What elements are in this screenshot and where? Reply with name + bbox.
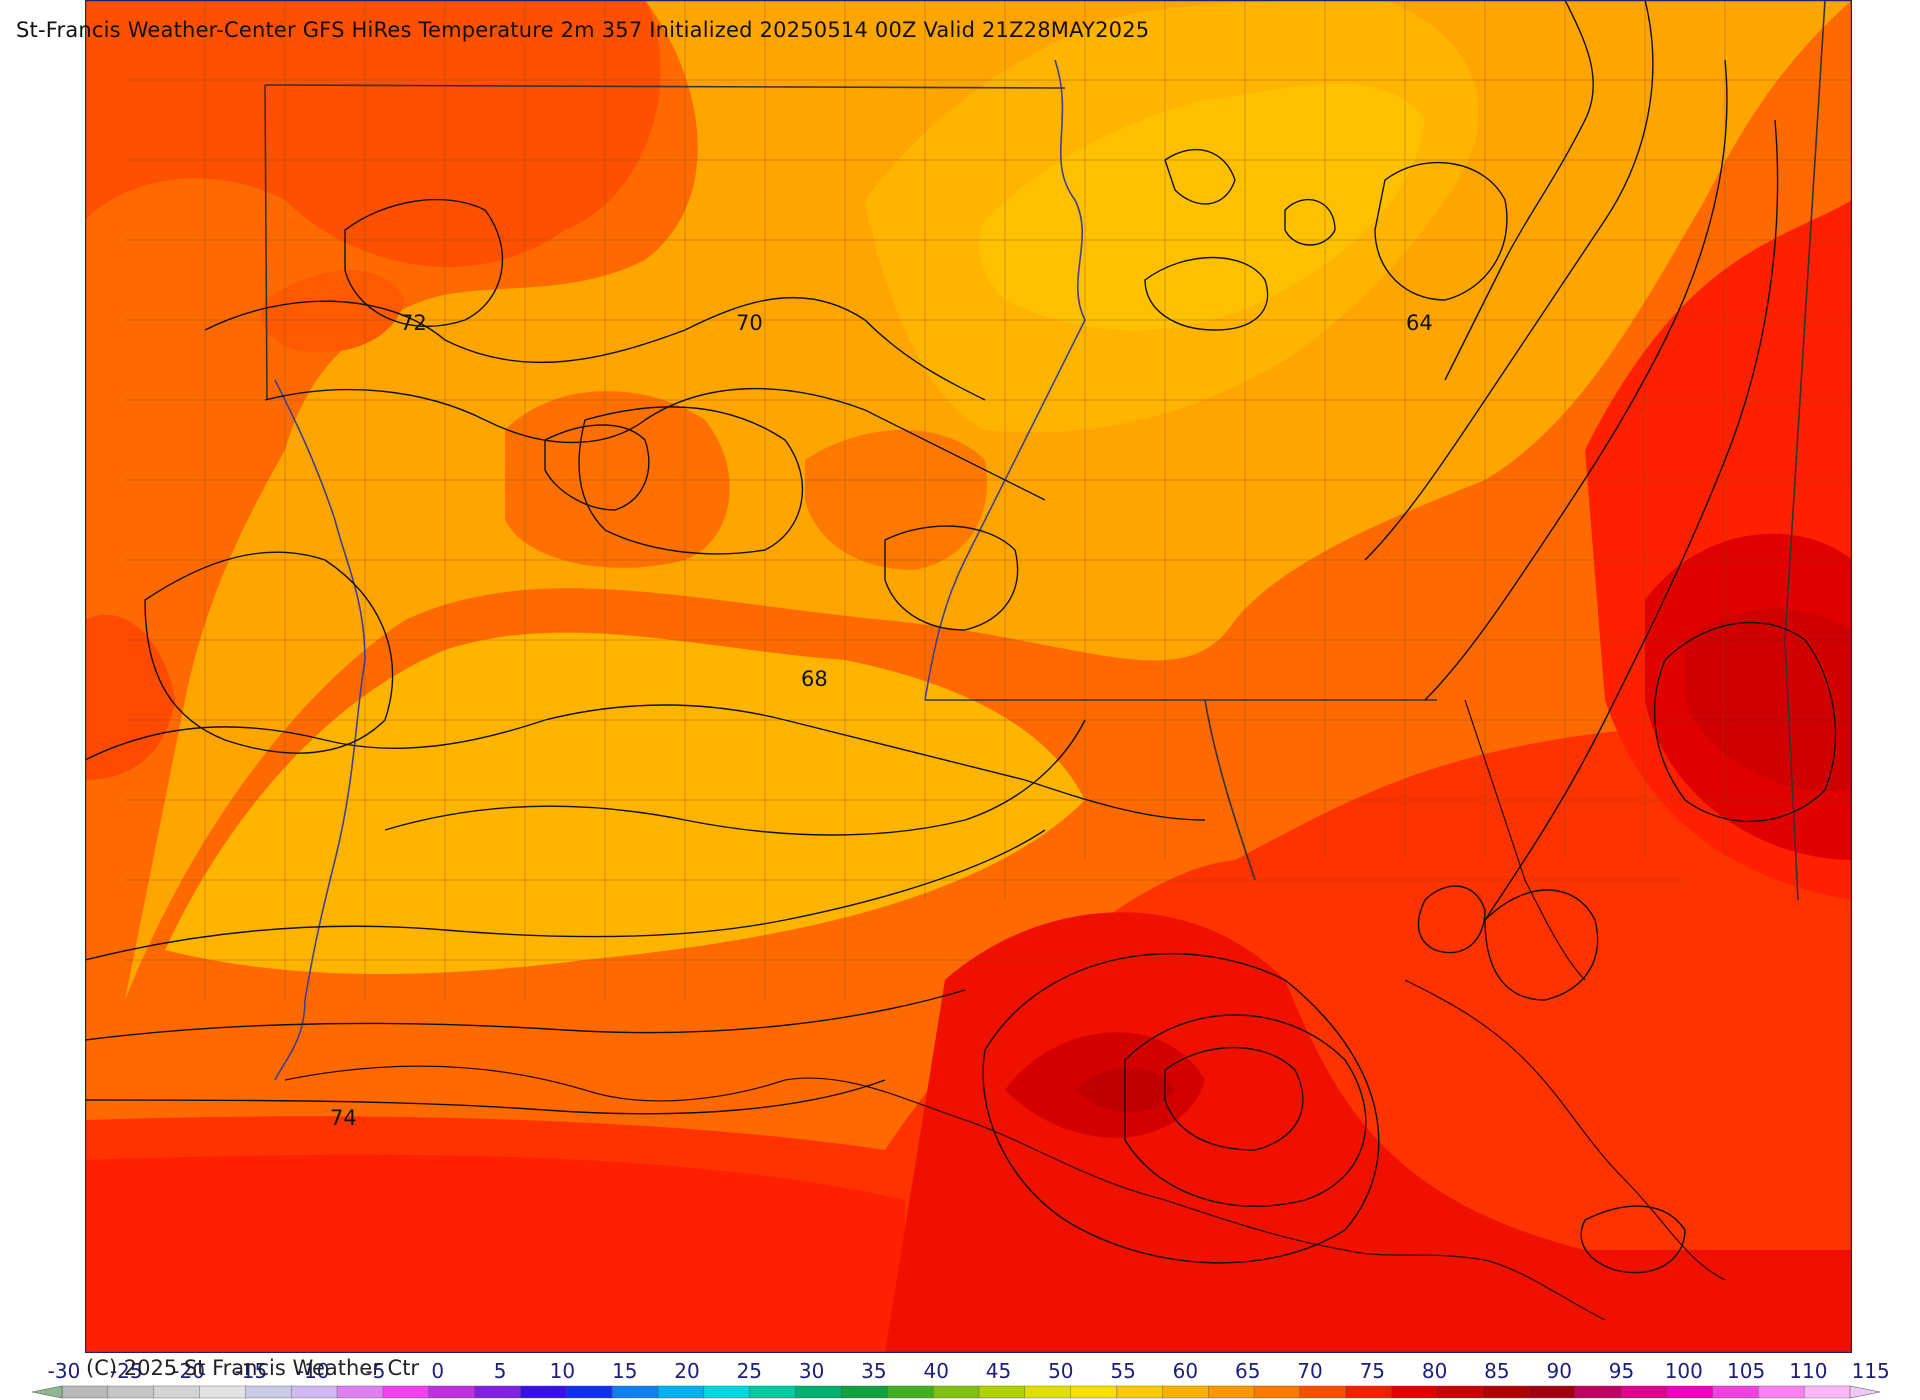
legend-swatch	[657, 1385, 705, 1399]
legend-swatch	[795, 1385, 843, 1399]
legend-swatch	[520, 1385, 568, 1399]
legend-label: 70	[1297, 1359, 1322, 1383]
legend-swatch	[428, 1385, 476, 1399]
legend-swatch	[1162, 1385, 1209, 1399]
legend-swatch	[1712, 1385, 1760, 1399]
legend-labels: -30 -25 -20 -15 -10 -5 0 5 10 15 20 25 30 35 40 45 50 55 6…	[48, 1359, 1890, 1383]
legend-swatch	[611, 1385, 659, 1399]
legend-swatch	[1483, 1385, 1530, 1399]
legend-swatch	[1345, 1385, 1393, 1399]
legend-min-arrow	[31, 1385, 63, 1399]
copyright-text: (C) 2025 St Francis Weather Ctr	[86, 1356, 420, 1380]
legend-swatch	[1437, 1385, 1484, 1399]
legend-swatch	[1666, 1385, 1714, 1399]
county-boundaries	[125, 0, 1852, 1000]
legend-swatch	[1803, 1385, 1851, 1399]
contour-label-74: 74	[330, 1106, 357, 1130]
contour-label-68: 68	[801, 667, 828, 691]
legend-swatches	[31, 1385, 1881, 1399]
legend-swatch	[1207, 1385, 1255, 1399]
temperature-field	[85, 0, 1852, 1353]
legend-swatch	[245, 1385, 292, 1399]
contour-label-64: 64	[1406, 311, 1433, 335]
coastline	[284, 699, 1726, 1321]
legend-label: 10	[550, 1359, 575, 1383]
legend-label: -25	[110, 1359, 143, 1383]
temperature-legend: -30 -25 -20 -15 -10 -5 0 5 10 15 20 25 30 35 40 45 50 55 6…	[31, 1359, 1890, 1399]
legend-swatch	[887, 1385, 934, 1399]
map-border	[85, 0, 1852, 1353]
legend-swatch	[382, 1385, 430, 1399]
legend-label: 40	[923, 1359, 948, 1383]
legend-label: 55	[1110, 1359, 1135, 1383]
legend-swatch	[1758, 1385, 1805, 1399]
legend-swatch	[566, 1385, 613, 1399]
legend-label: 25	[737, 1359, 762, 1383]
legend-swatch	[336, 1385, 384, 1399]
contour-label-70: 70	[736, 311, 763, 335]
legend-swatch	[1528, 1385, 1576, 1399]
legend-label: 85	[1484, 1359, 1509, 1383]
legend-swatch	[61, 1385, 109, 1399]
legend-swatch	[1574, 1385, 1622, 1399]
legend-label: 110	[1789, 1359, 1827, 1383]
legend-label: -10	[297, 1359, 330, 1383]
map-title: St-Francis Weather-Center GFS HiRes Temp…	[16, 18, 1150, 42]
legend-label: 20	[674, 1359, 699, 1383]
legend-label: 50	[1048, 1359, 1073, 1383]
legend-swatch	[1070, 1385, 1118, 1399]
legend-label: -30	[48, 1359, 81, 1383]
legend-label: 115	[1852, 1359, 1890, 1383]
legend-label: 15	[612, 1359, 637, 1383]
state-boundaries	[264, 0, 1826, 901]
legend-label: 105	[1727, 1359, 1765, 1383]
legend-swatch	[1620, 1385, 1668, 1399]
legend-swatch	[1024, 1385, 1072, 1399]
temperature-map: 72 70 64 68 74	[85, 0, 1852, 1353]
legend-label: 65	[1235, 1359, 1260, 1383]
legend-label: 100	[1665, 1359, 1703, 1383]
legend-label: 90	[1546, 1359, 1571, 1383]
legend-swatch	[291, 1385, 338, 1399]
legend-label: 45	[986, 1359, 1011, 1383]
legend-label: -5	[366, 1359, 386, 1383]
legend-swatch	[199, 1385, 247, 1399]
legend-swatch	[749, 1385, 797, 1399]
legend-label: 35	[861, 1359, 886, 1383]
legend-label: 30	[799, 1359, 824, 1383]
legend-swatch	[153, 1385, 201, 1399]
legend-swatch	[978, 1385, 1026, 1399]
isotherm-contours	[85, 0, 1837, 1274]
legend-swatch	[1391, 1385, 1439, 1399]
contour-labels: 72 70 64 68 74	[330, 311, 1433, 1130]
legend-label: 80	[1422, 1359, 1447, 1383]
legend-swatch	[932, 1385, 980, 1399]
legend-swatch	[474, 1385, 522, 1399]
legend-max-arrow	[1849, 1385, 1881, 1399]
legend-swatch	[703, 1385, 751, 1399]
legend-label: 60	[1173, 1359, 1198, 1383]
legend-label: 0	[431, 1359, 444, 1383]
legend-swatch	[107, 1385, 155, 1399]
legend-swatch	[1253, 1385, 1301, 1399]
legend-swatch	[1299, 1385, 1347, 1399]
contour-label-72: 72	[400, 311, 427, 335]
legend-label: -15	[235, 1359, 268, 1383]
legend-label: 95	[1609, 1359, 1634, 1383]
legend-label: -20	[172, 1359, 205, 1383]
legend-swatch	[841, 1385, 888, 1399]
legend-swatch	[1116, 1385, 1164, 1399]
legend-label: 75	[1360, 1359, 1385, 1383]
legend-label: 5	[494, 1359, 507, 1383]
rivers	[274, 59, 1086, 1081]
